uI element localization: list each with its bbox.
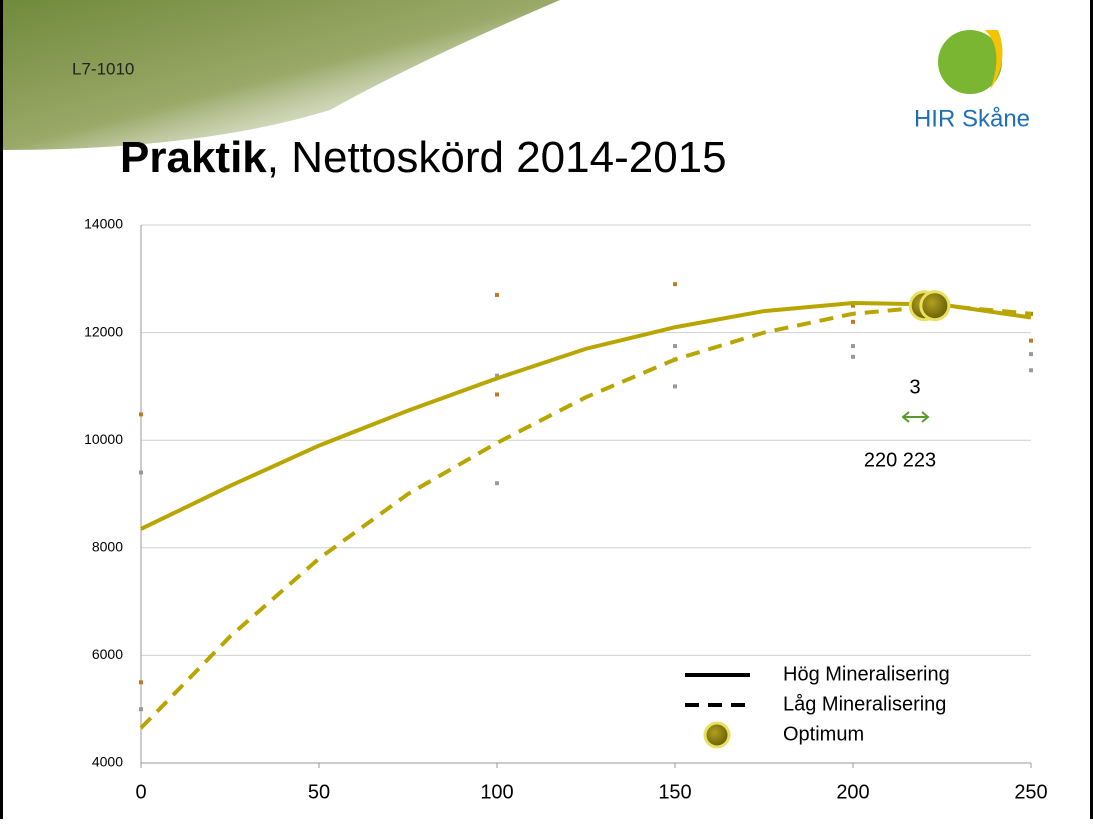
legend-label: Låg Mineralisering [783, 693, 946, 715]
data-point [673, 384, 677, 388]
slide-id: L7-1010 [72, 59, 134, 78]
y-tick-label: 4000 [92, 754, 123, 770]
logo-text: HIR Skåne [914, 105, 1030, 132]
y-tick-label: 12000 [84, 323, 123, 339]
data-point [1029, 368, 1033, 372]
data-point [495, 481, 499, 485]
x-tick-label: 150 [658, 781, 691, 803]
data-point [139, 707, 143, 711]
data-point [495, 293, 499, 297]
x-tick-label: 200 [836, 781, 869, 803]
legend-label: Hög Mineralisering [783, 663, 950, 685]
slide-title: Praktik, Nettoskörd 2014-2015 [120, 133, 727, 182]
optimum-marker [921, 292, 949, 320]
x-tick-label: 50 [308, 781, 330, 803]
x-tick-label: 100 [480, 781, 513, 803]
data-point [851, 344, 855, 348]
data-point [1029, 352, 1033, 356]
title-bold: Praktik [120, 133, 267, 182]
title-rest: , Nettoskörd 2014-2015 [267, 133, 727, 182]
y-tick-label: 14000 [84, 216, 123, 232]
data-point [1029, 339, 1033, 343]
data-point [495, 392, 499, 396]
data-point [673, 344, 677, 348]
data-point [139, 412, 143, 416]
x-tick-label: 0 [135, 781, 146, 803]
y-tick-label: 8000 [92, 539, 123, 555]
data-point [139, 680, 143, 684]
data-point [851, 355, 855, 359]
data-point [139, 470, 143, 474]
legend-label: Optimum [783, 723, 864, 745]
y-tick-label: 6000 [92, 646, 123, 662]
x-tick-label: 250 [1014, 781, 1047, 803]
data-point [673, 282, 677, 286]
slide: L7-1010 HIR Skåne Praktik, Nettoskörd 20… [0, 0, 1093, 819]
annotation: 220 223 [864, 449, 936, 471]
data-point [851, 320, 855, 324]
annotation: 3 [909, 376, 920, 398]
y-tick-label: 10000 [84, 431, 123, 447]
legend-marker [705, 723, 729, 747]
